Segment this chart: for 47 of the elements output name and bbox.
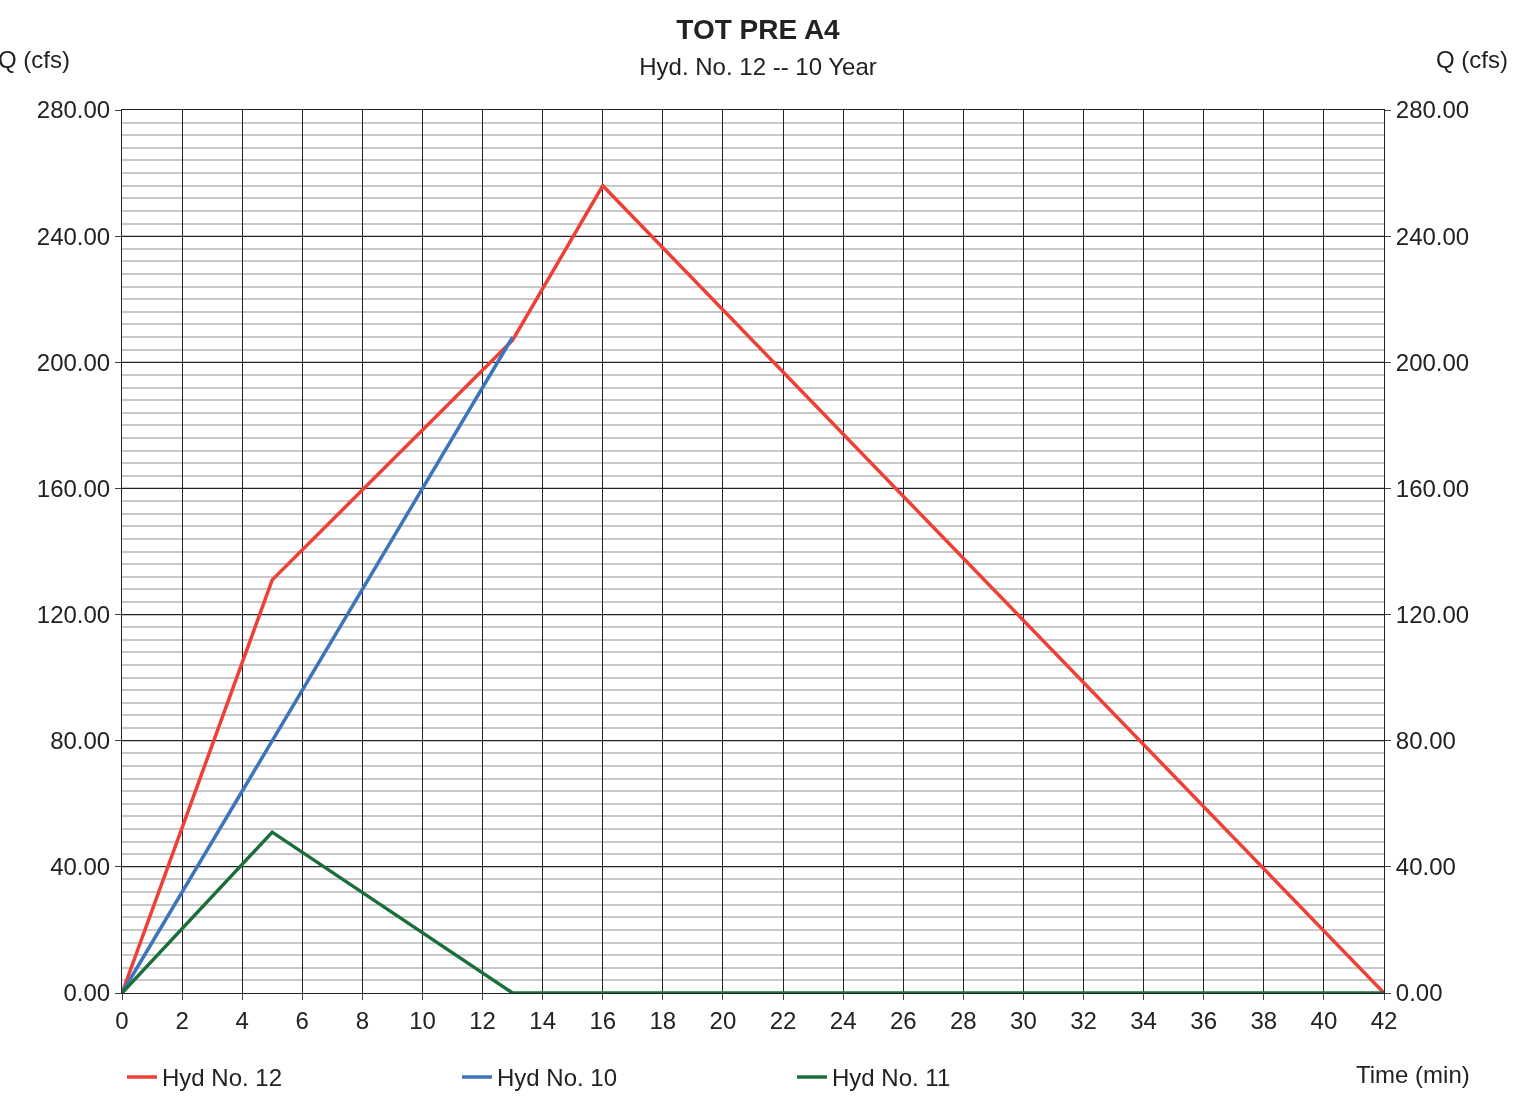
x-tick-label: 24 [829,1006,857,1034]
x-axis-title: Time (min) [1356,1061,1470,1088]
x-tick-label: 40 [1310,1006,1338,1034]
x-tick-label: 42 [1370,1006,1398,1034]
y-tick-label: 80.00 [50,727,111,755]
x-tick-label: 22 [769,1006,797,1034]
chart-subtitle: Hyd. No. 12 -- 10 Year [639,53,877,81]
x-tick-label: 0 [115,1006,129,1034]
x-tick-label: 4 [235,1006,249,1034]
legend-label: Hyd No. 12 [162,1064,283,1092]
x-tick-label: 18 [649,1006,677,1034]
y-tick-label: 120.00 [36,600,111,628]
x-tick-label: 2 [175,1006,189,1034]
y-tick-label: 160.00 [36,474,111,502]
y2-tick-label: 240.00 [1395,222,1470,250]
x-tick-label: 38 [1250,1006,1278,1034]
x-tick-label: 16 [589,1006,617,1034]
chart-title: TOT PRE A4 [676,13,841,45]
y-tick-label: 40.00 [50,853,111,881]
y2-tick-label: 160.00 [1395,474,1470,502]
y-tick-label: 200.00 [36,348,111,376]
x-tick-label: 36 [1190,1006,1218,1034]
legend-label: Hyd No. 11 [832,1064,951,1092]
x-tick-label: 6 [295,1006,309,1034]
y2-tick-label: 40.00 [1395,853,1456,881]
y-tick-label: 0.00 [63,979,111,1007]
x-tick-label: 20 [709,1006,737,1034]
x-tick-label: 12 [469,1006,496,1034]
y2-tick-label: 280.00 [1395,96,1470,124]
y2-tick-label: 200.00 [1395,348,1470,376]
y2-axis-title: Q (cfs) [1436,46,1508,73]
x-tick-label: 14 [529,1006,557,1034]
y2-tick-label: 80.00 [1395,727,1456,755]
y-tick-label: 240.00 [36,222,111,250]
y-axis-title: Q (cfs) [0,46,70,73]
x-tick-label: 30 [1010,1006,1037,1034]
x-tick-label: 34 [1130,1006,1157,1034]
x-tick-label: 10 [409,1006,436,1034]
x-tick-label: 26 [889,1006,917,1034]
y2-tick-label: 120.00 [1395,600,1470,628]
line-series [122,183,1384,993]
x-tick-label: 28 [949,1006,977,1034]
x-tick-label: 8 [355,1006,370,1034]
x-tick-label: 32 [1070,1006,1097,1034]
y-tick-label: 280.00 [36,96,111,124]
legend-label: Hyd No. 10 [497,1064,618,1092]
y2-tick-label: 0.00 [1395,979,1443,1007]
